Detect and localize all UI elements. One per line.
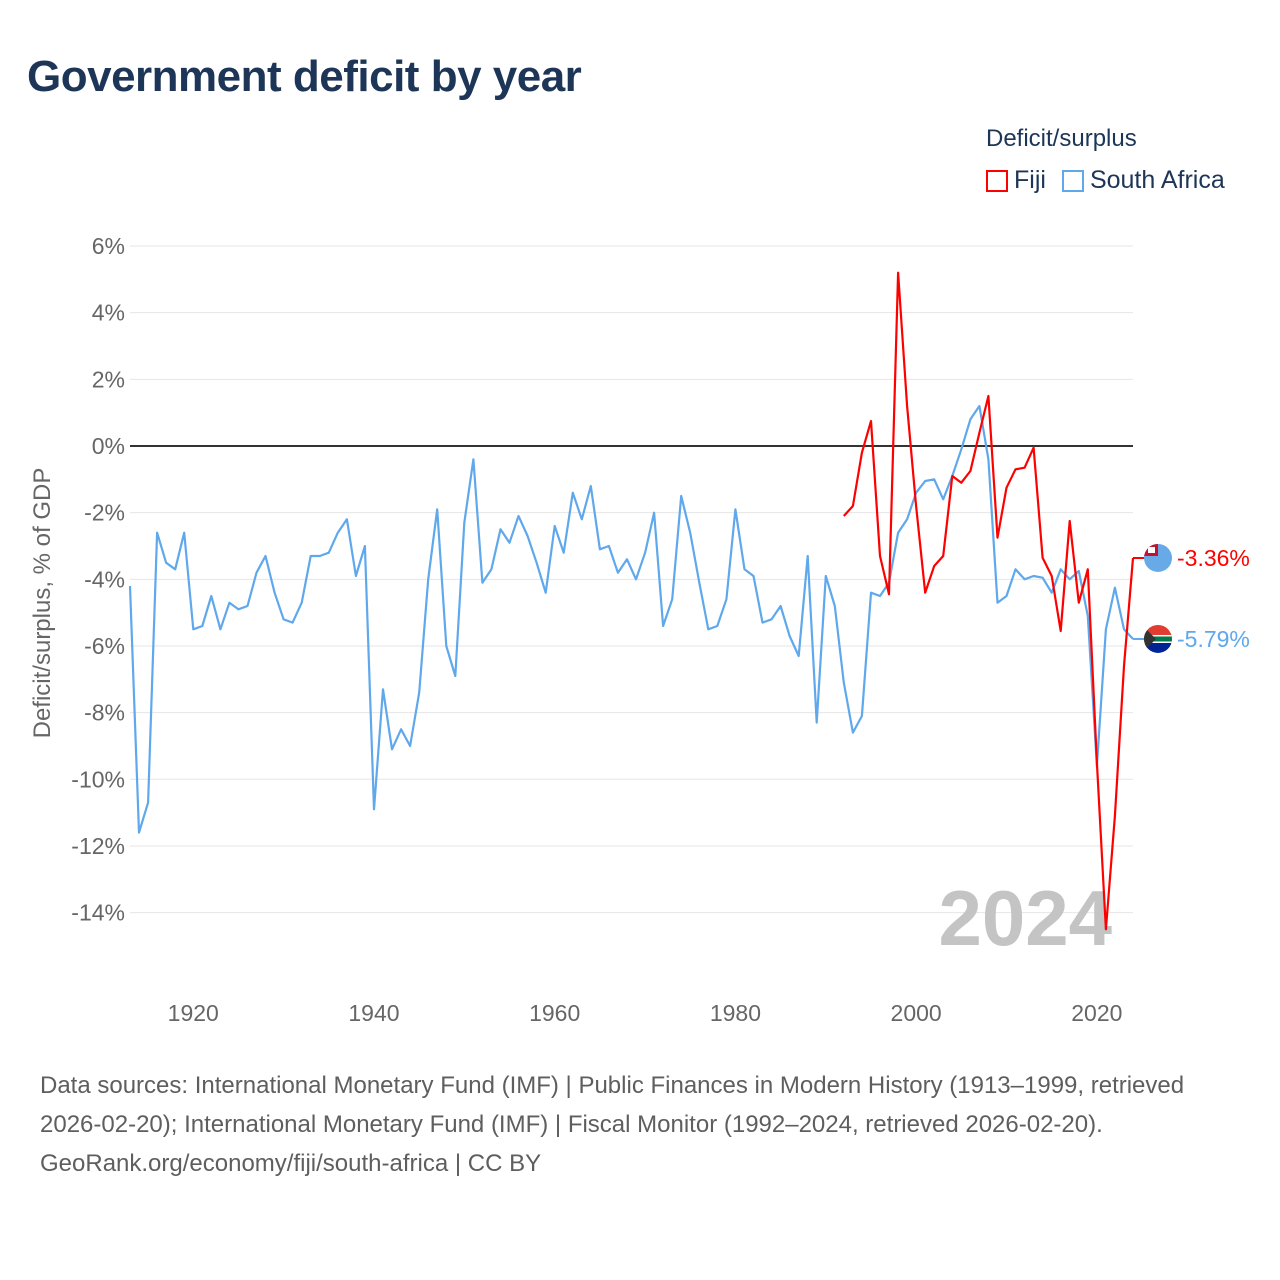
end-value-label-south-africa: -5.79% bbox=[1177, 626, 1250, 652]
y-tick-label: 4% bbox=[92, 300, 125, 326]
south-africa-flag-icon bbox=[1144, 624, 1172, 653]
y-tick-label: -4% bbox=[84, 566, 125, 592]
year-watermark: 2024 bbox=[938, 874, 1112, 962]
chart-plot: 6% 4% 2% 0% -2% -4% -6% -8% -10% -12% -14% 1920 1940… bbox=[29, 233, 1250, 1026]
credit-link[interactable]: GeoRank.org/economy/fiji/south-africa | … bbox=[40, 1150, 542, 1177]
y-tick-label: -14% bbox=[71, 900, 125, 926]
y-tick-label: -12% bbox=[71, 833, 125, 859]
series-line-south-africa[interactable] bbox=[128, 404, 1134, 834]
y-axis-label: Deficit/surplus, % of GDP bbox=[29, 468, 56, 739]
y-tick-label: 0% bbox=[92, 433, 125, 459]
legend-swatch-south-africa bbox=[1061, 169, 1084, 192]
legend: Fiji South Africa bbox=[986, 166, 1241, 195]
x-tick-label: 2000 bbox=[891, 1000, 942, 1026]
x-tick-label: 1960 bbox=[529, 1000, 580, 1026]
legend-label-south-africa: South Africa bbox=[1089, 166, 1225, 194]
y-tick-label: -8% bbox=[84, 700, 125, 726]
end-value-label-fiji: -3.36% bbox=[1177, 545, 1250, 571]
y-tick-label: -10% bbox=[71, 766, 125, 792]
legend-title: Deficit/surplus bbox=[986, 125, 1137, 152]
x-tick-label: 1920 bbox=[168, 1000, 219, 1026]
data-sources: Data sources: International Monetary Fun… bbox=[40, 1072, 1185, 1138]
chart-title: Government deficit by year bbox=[27, 52, 582, 101]
x-tick-label: 1980 bbox=[710, 1000, 761, 1026]
y-tick-label: -6% bbox=[84, 633, 125, 659]
legend-item-south-africa[interactable]: South Africa bbox=[1061, 166, 1225, 195]
fiji-flag-icon bbox=[1144, 543, 1172, 572]
footer: Data sources: International Monetary Fun… bbox=[40, 1066, 1240, 1183]
x-tick-label: 1940 bbox=[348, 1000, 399, 1026]
legend-label-fiji: Fiji bbox=[1014, 166, 1046, 194]
series-line-fiji[interactable] bbox=[842, 271, 1135, 931]
y-tick-label: 2% bbox=[92, 366, 125, 392]
legend-item-fiji[interactable]: Fiji bbox=[986, 166, 1046, 195]
y-tick-label: -2% bbox=[84, 500, 125, 526]
x-tick-label: 2020 bbox=[1071, 1000, 1122, 1026]
y-tick-label: 6% bbox=[92, 233, 125, 259]
legend-swatch-fiji bbox=[986, 169, 1008, 192]
